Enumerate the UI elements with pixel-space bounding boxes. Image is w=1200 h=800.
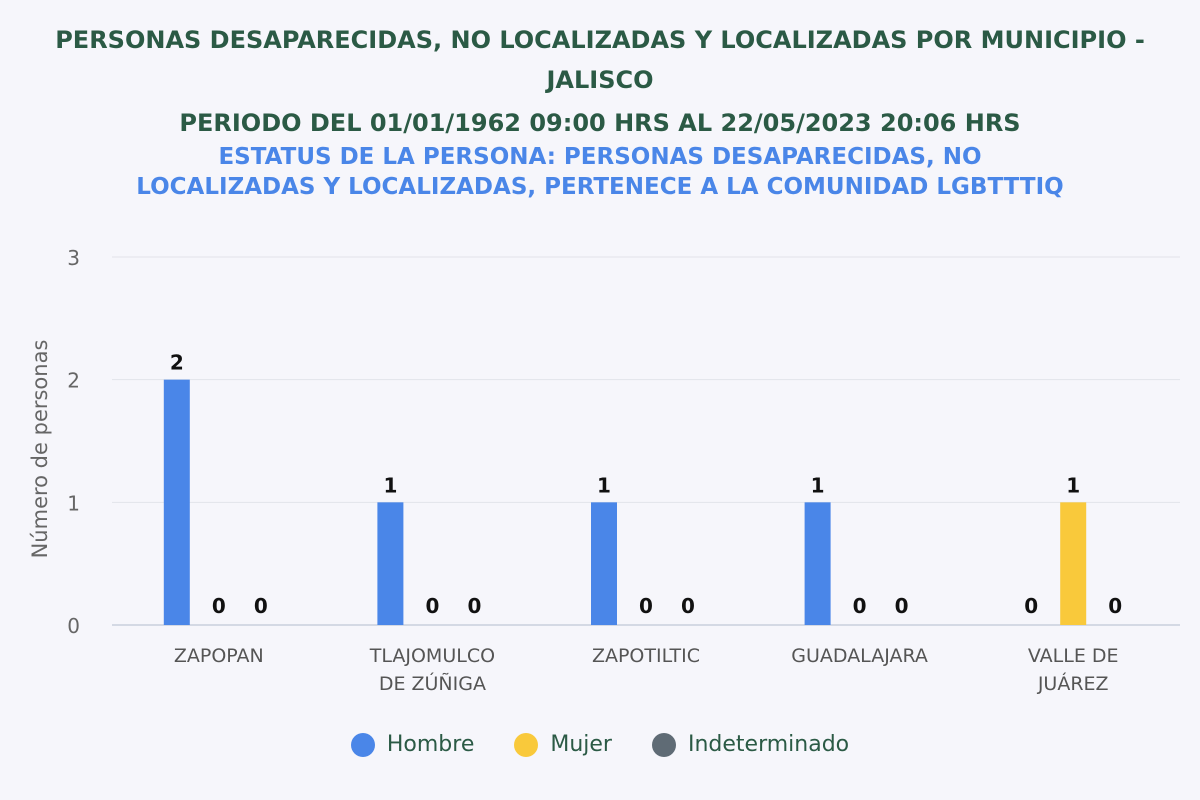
data-label: 0 <box>853 594 867 618</box>
bar <box>804 502 831 625</box>
y-tick-label: 3 <box>67 246 80 270</box>
legend-label: Mujer <box>550 732 612 757</box>
x-tick-label: GUADALAJARA <box>791 645 928 667</box>
y-tick-label: 1 <box>67 491 80 515</box>
data-label: 0 <box>639 594 653 618</box>
x-tick-label: VALLE DE <box>1028 645 1119 667</box>
data-label: 0 <box>425 594 439 618</box>
bar <box>591 502 617 625</box>
y-axis-label: Número de personas <box>28 340 52 559</box>
x-tick-label: DE ZÚÑIGA <box>379 671 486 695</box>
bar <box>1060 502 1087 625</box>
legend-marker-icon <box>651 732 676 757</box>
data-label: 0 <box>212 594 226 618</box>
legend-item[interactable]: Indeterminado <box>651 732 850 757</box>
legend-item[interactable]: Mujer <box>514 732 612 757</box>
x-tick-label: ZAPOPAN <box>174 645 264 667</box>
legend-label: Hombre <box>386 732 475 757</box>
legend-marker-icon <box>350 732 375 757</box>
bar <box>377 502 404 625</box>
data-label: 1 <box>597 473 611 497</box>
legend-item[interactable]: Hombre <box>350 732 475 757</box>
y-tick-label: 0 <box>67 614 80 638</box>
chart-period: PERIODO DEL 01/01/1962 09:00 HRS AL 22/0… <box>179 109 1021 137</box>
data-label: 0 <box>1108 594 1122 618</box>
legend-label: Indeterminado <box>687 732 850 757</box>
x-tick-label: JUÁREZ <box>1037 672 1109 695</box>
data-label: 0 <box>681 594 695 618</box>
data-label: 1 <box>1066 473 1080 497</box>
y-tick-label: 2 <box>67 369 80 393</box>
chart-subtitle: ESTATUS DE LA PERSONA: PERSONAS DESAPARE… <box>136 144 1064 200</box>
legend-marker-icon <box>514 732 539 757</box>
data-label: 1 <box>811 473 825 497</box>
data-label: 2 <box>170 351 184 375</box>
bar <box>163 379 190 625</box>
chart-legend: Hombre Mujer Indeterminado <box>0 732 1200 757</box>
data-label: 0 <box>1024 594 1038 618</box>
data-label: 0 <box>467 594 481 618</box>
data-label: 0 <box>895 594 909 618</box>
x-tick-label: TLAJOMULCO <box>369 645 495 667</box>
data-label: 0 <box>254 594 268 618</box>
data-label: 1 <box>383 473 397 497</box>
chart-title: PERSONAS DESAPARECIDAS, NO LOCALIZADAS Y… <box>55 26 1145 94</box>
x-tick-label: ZAPOTILTIC <box>592 645 700 667</box>
